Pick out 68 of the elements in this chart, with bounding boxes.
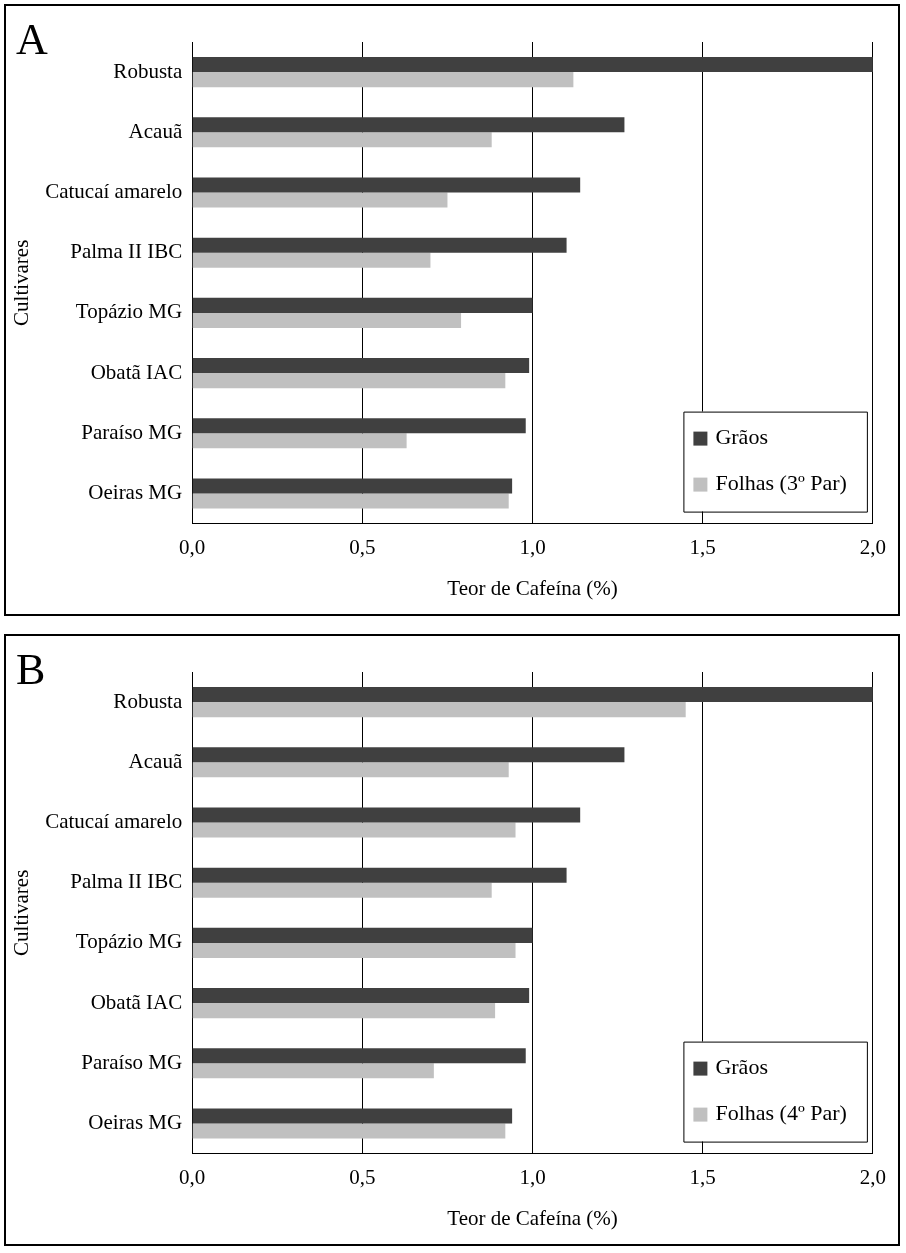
y-tick-label: Oeiras MG [88, 480, 183, 505]
y-tick-label: Paraíso MG [81, 1049, 183, 1074]
legend-label: Folhas (4º Par) [715, 1100, 847, 1126]
bar [192, 433, 407, 449]
bar [192, 57, 873, 73]
y-tick-label: Palma II IBC [70, 239, 183, 264]
bar [192, 988, 530, 1004]
y-axis-title: Cultivares [9, 239, 34, 326]
x-axis-title: Teor de Cafeína (%) [447, 575, 618, 600]
legend-label: Folhas (3º Par) [715, 470, 847, 496]
x-tick-label: 0,5 [349, 534, 376, 559]
bar [192, 762, 509, 778]
bar [192, 687, 873, 703]
bar [192, 747, 625, 763]
bar [192, 942, 516, 958]
bar [192, 177, 581, 193]
x-tick-label: 0,0 [179, 1164, 206, 1189]
bar [192, 252, 431, 268]
x-tick-label: 2,0 [859, 1164, 886, 1189]
bar [192, 478, 513, 494]
legend-label: Grãos [715, 1054, 768, 1080]
chart-title: A [16, 14, 48, 64]
y-tick-label: Catucaí amarelo [45, 809, 183, 834]
bar [192, 312, 462, 328]
y-tick-label: Oeiras MG [88, 1110, 183, 1135]
bar [192, 493, 509, 509]
y-tick-label: Acauã [128, 748, 183, 773]
x-tick-label: 0,5 [349, 1164, 376, 1189]
x-axis-title: Teor de Cafeína (%) [447, 1205, 618, 1230]
y-tick-label: Topázio MG [75, 299, 183, 324]
bar [192, 1108, 513, 1124]
legend-label: Grãos [715, 424, 768, 450]
bar [192, 1123, 506, 1139]
y-tick-label: Palma II IBC [70, 869, 183, 894]
y-tick-label: Obatã IAC [90, 989, 183, 1014]
x-tick-label: 1,0 [519, 1164, 546, 1189]
bar [192, 72, 574, 88]
bar [192, 358, 530, 374]
bar [192, 1063, 434, 1079]
bar [192, 927, 533, 943]
x-tick-label: 0,0 [179, 534, 206, 559]
y-tick-label: Paraíso MG [81, 419, 183, 444]
y-axis-title: Cultivares [9, 869, 34, 956]
chart-title: B [16, 644, 46, 694]
bar [192, 882, 492, 898]
y-tick-label: Robusta [113, 58, 183, 83]
bar [192, 117, 625, 133]
bar [192, 1048, 526, 1064]
bar [192, 297, 533, 313]
y-tick-label: Obatã IAC [90, 359, 183, 384]
y-tick-label: Catucaí amarelo [45, 179, 183, 204]
x-tick-label: 1,5 [689, 1164, 716, 1189]
x-tick-label: 1,0 [519, 534, 546, 559]
bar [192, 373, 506, 389]
bar [192, 702, 686, 718]
bar [192, 822, 516, 838]
bar [192, 132, 492, 148]
y-tick-label: Acauã [128, 118, 183, 143]
bar [192, 807, 581, 823]
bar [192, 418, 526, 434]
y-tick-label: Robusta [113, 688, 183, 713]
bar [192, 192, 448, 208]
bar [192, 1003, 496, 1019]
bar [192, 237, 567, 253]
x-tick-label: 1,5 [689, 534, 716, 559]
x-tick-label: 2,0 [859, 534, 886, 559]
y-tick-label: Topázio MG [75, 929, 183, 954]
bar [192, 867, 567, 883]
